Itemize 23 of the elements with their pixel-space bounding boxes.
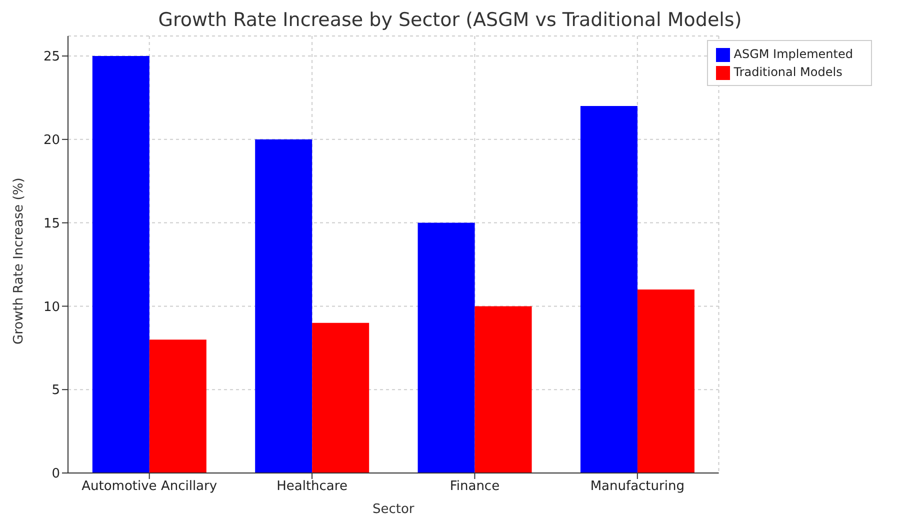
y-tick-label: 10 <box>43 300 60 315</box>
chart-title: Growth Rate Increase by Sector (ASGM vs Traditional Models) <box>157 8 743 32</box>
y-tick-label: 25 <box>43 50 60 65</box>
x-tick-label: Automotive Ancillary <box>82 479 218 494</box>
y-tick-label: 5 <box>52 383 60 398</box>
x-tick-label: Healthcare <box>276 479 348 494</box>
y-axis-title: Growth Rate Increase (%) <box>12 178 27 344</box>
y-tick-label: 15 <box>43 216 60 232</box>
legend-label: ASGM Implemented <box>734 47 853 61</box>
bar <box>92 56 150 473</box>
x-axis-title: Sector <box>372 502 415 517</box>
x-tick-label: Finance <box>450 479 500 494</box>
bar <box>418 222 475 473</box>
bar <box>637 290 694 473</box>
bar <box>255 139 312 473</box>
bar <box>580 106 638 473</box>
bar <box>474 306 532 473</box>
bar <box>149 340 206 473</box>
bar <box>312 322 370 473</box>
x-tick-label: Manufacturing <box>590 479 684 494</box>
y-tick-label: 20 <box>43 133 60 148</box>
y-tick-label: 0 <box>52 466 60 482</box>
legend-label: Traditional Models <box>734 65 842 79</box>
